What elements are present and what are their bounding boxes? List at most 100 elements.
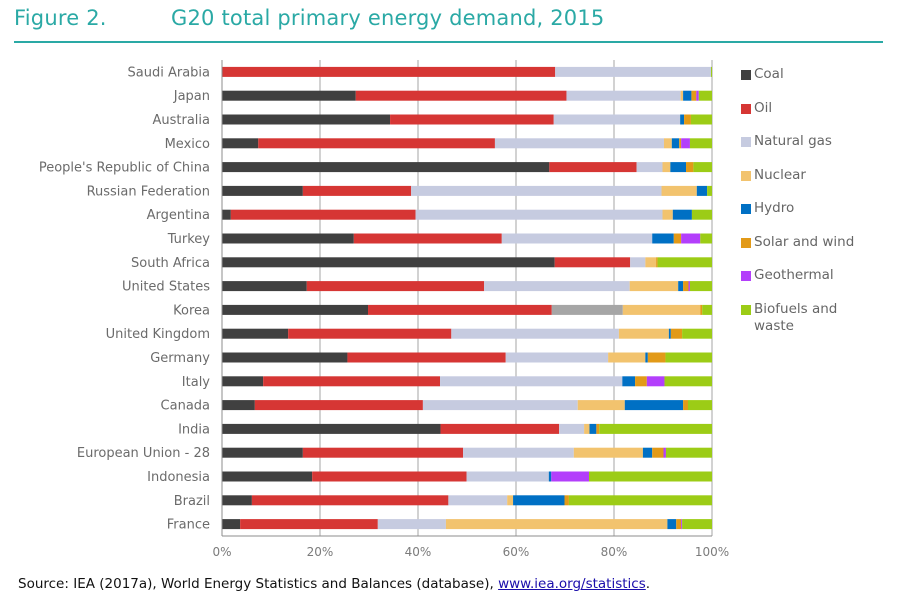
- bar-segment-biofuels-and-waste: [707, 185, 712, 196]
- bar-segment-coal: [222, 304, 369, 315]
- legend-swatch: [741, 170, 751, 181]
- bar-segment-natural-gas: [463, 447, 574, 458]
- bar-row: [222, 471, 712, 482]
- bar-segment-coal: [222, 209, 231, 220]
- category-label: European Union - 28: [77, 446, 210, 461]
- bar-segment-hydro: [683, 90, 692, 101]
- bar-segment-coal: [222, 519, 241, 530]
- bar-segment-nuclear: [584, 423, 590, 434]
- bar-segment-nuclear: [622, 304, 701, 315]
- bar-row: [222, 162, 712, 173]
- bar-segment-hydro: [513, 495, 565, 506]
- bar-segment-solar-and-wind: [683, 400, 688, 411]
- bar-segment-solar-and-wind: [683, 281, 689, 292]
- bar-segment-biofuels-and-waste: [664, 376, 712, 387]
- x-tick-label: 100%: [695, 545, 729, 559]
- bar-segment-solar-and-wind: [656, 257, 658, 268]
- category-label: Germany: [150, 351, 210, 366]
- bar-segment-natural-gas: [451, 328, 619, 339]
- bar-segment-hydro: [672, 209, 692, 220]
- bar-segment-natural-gas: [440, 376, 623, 387]
- bar-segment-biofuels-and-waste: [589, 471, 712, 482]
- bar-segment-biofuels-and-waste: [687, 400, 712, 411]
- legend-item: Nuclear: [741, 167, 874, 201]
- legend-swatch: [741, 271, 751, 281]
- bar-segment-coal: [222, 90, 356, 101]
- x-tick-label: 60%: [503, 545, 530, 559]
- bar-segment-solar-and-wind: [676, 519, 682, 530]
- source-link[interactable]: www.iea.org/statistics: [498, 576, 646, 592]
- bar-segment-oil: [440, 423, 560, 434]
- bar-row: [222, 447, 712, 458]
- bar-segment-biofuels-and-waste: [689, 138, 712, 149]
- bar-segment-solar-and-wind: [647, 352, 666, 363]
- category-label: United Kingdom: [106, 327, 210, 342]
- bar-segment-natural-gas: [448, 495, 508, 506]
- bar-segment-coal: [222, 138, 259, 149]
- bar-segment-coal: [222, 400, 255, 411]
- legend-label: Hydro: [754, 200, 795, 216]
- bar-row: [222, 185, 712, 196]
- legend-label: Nuclear: [754, 166, 806, 183]
- bar-segment-natural-gas: [553, 114, 681, 125]
- bar-segment-hydro: [645, 352, 648, 363]
- bar-segment-nuclear: [662, 209, 673, 220]
- bar-segment-nuclear: [608, 352, 646, 363]
- legend-item: Biofuels and waste: [741, 301, 874, 335]
- axes: [221, 60, 712, 537]
- bar-segment-oil: [222, 66, 556, 77]
- bar-segment-oil: [390, 114, 554, 125]
- bar-segment-oil: [347, 352, 506, 363]
- bar-row: [222, 519, 712, 530]
- bar-segment-natural-gas: [415, 209, 663, 220]
- bar-segment-oil: [353, 233, 502, 244]
- legend-swatch: [741, 137, 751, 147]
- bar-segment-natural-gas: [566, 90, 681, 101]
- x-tick-label: 40%: [405, 545, 432, 559]
- category-label: Italy: [182, 375, 211, 390]
- bar-segment-coal: [222, 423, 441, 434]
- bar-row: [222, 328, 712, 339]
- bar-segment-hydro: [642, 447, 653, 458]
- bar-segment-hydro: [696, 185, 708, 196]
- bar-segment-hydro: [670, 162, 687, 173]
- bar-segment-oil: [306, 281, 485, 292]
- legend-swatch: [741, 237, 751, 248]
- category-label: Brazil: [174, 494, 210, 509]
- bar-segment-geothermal: [551, 471, 590, 482]
- legend-swatch: [741, 204, 751, 214]
- legend-label: Oil: [754, 99, 773, 116]
- bar-row: [222, 495, 712, 506]
- bar-segment-hydro: [652, 233, 674, 244]
- category-label: Argentina: [147, 208, 210, 223]
- bar-segment-nuclear: [507, 495, 514, 506]
- bar-segment-geothermal: [688, 281, 690, 292]
- legend-label: Geothermal: [754, 267, 834, 283]
- bar-row: [222, 114, 712, 125]
- bar-segment-natural-gas: [559, 423, 585, 434]
- bar-segment-hydro: [548, 471, 552, 482]
- bar-segment-natural-gas: [501, 233, 653, 244]
- category-label: India: [178, 422, 210, 437]
- figure-number: Figure 2.: [14, 6, 107, 30]
- bar-segment-oil: [554, 257, 631, 268]
- legend: Coal Oil Natural gas Nuclear Hydro Solar and …: [741, 66, 874, 334]
- bar-segment-natural-gas: [377, 519, 446, 530]
- bar-row: [222, 400, 712, 411]
- bar-segment-hydro: [678, 281, 684, 292]
- legend-item: Natural gas: [741, 133, 874, 167]
- bar-segment-nuclear: [618, 328, 669, 339]
- bar-segment-natural-gas: [466, 471, 549, 482]
- bar-segment-nuclear: [445, 519, 668, 530]
- bar-segment-solar-and-wind: [684, 114, 691, 125]
- bar-segment-oil: [251, 495, 449, 506]
- bar-segment-biofuels-and-waste: [657, 257, 712, 268]
- bar-segment-oil: [368, 304, 552, 315]
- legend-item: Geothermal: [741, 267, 874, 301]
- x-tick-label: 80%: [601, 545, 628, 559]
- bar-segment-coal: [222, 257, 555, 268]
- bar-segment-coal: [222, 233, 354, 244]
- bar-segment-natural-gas: [636, 162, 663, 173]
- legend-label: Natural gas: [754, 133, 832, 149]
- bar-segment-oil: [312, 471, 467, 482]
